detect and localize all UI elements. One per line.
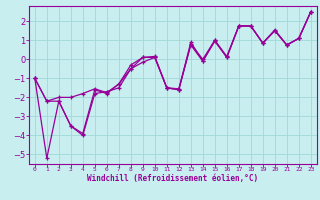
- X-axis label: Windchill (Refroidissement éolien,°C): Windchill (Refroidissement éolien,°C): [87, 174, 258, 183]
